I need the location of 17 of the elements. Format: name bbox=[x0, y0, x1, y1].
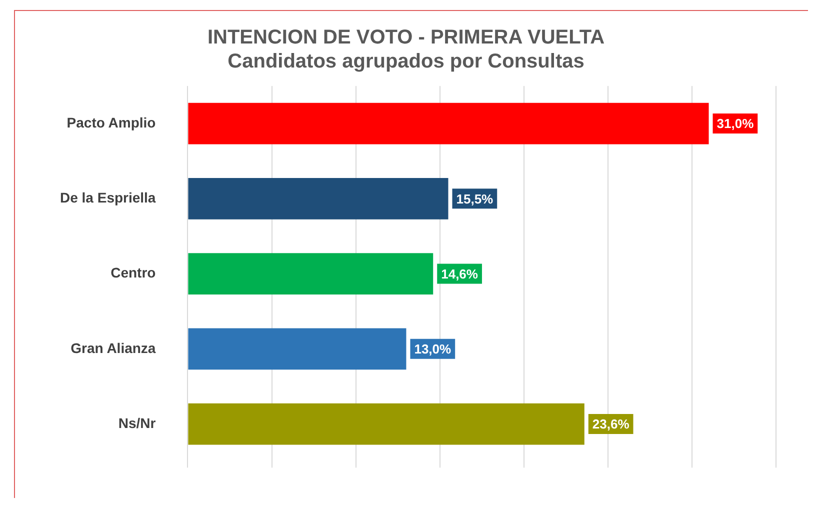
data-label: 14,6% bbox=[441, 266, 478, 282]
data-label: 23,6% bbox=[592, 416, 630, 432]
data-label: 31,0% bbox=[716, 116, 754, 132]
y-tick-label: De la Espriella bbox=[60, 190, 156, 206]
chart-title: INTENCION DE VOTO - PRIMERA VUELTA bbox=[207, 26, 605, 49]
data-label: 15,5% bbox=[456, 191, 494, 206]
y-tick-label: Centro bbox=[110, 264, 156, 281]
data-label: 13,0% bbox=[414, 342, 452, 356]
bar bbox=[188, 328, 406, 370]
bar bbox=[188, 178, 448, 220]
y-tick-label: Pacto Amplio bbox=[66, 114, 156, 130]
bar bbox=[188, 102, 709, 144]
bar bbox=[188, 253, 434, 294]
y-tick-label: Gran Alianza bbox=[70, 340, 156, 356]
y-tick-label: Ns/Nr bbox=[118, 414, 156, 431]
bar bbox=[188, 403, 584, 445]
chart-subtitle: Candidatos agrupados por Consultas bbox=[228, 50, 584, 73]
